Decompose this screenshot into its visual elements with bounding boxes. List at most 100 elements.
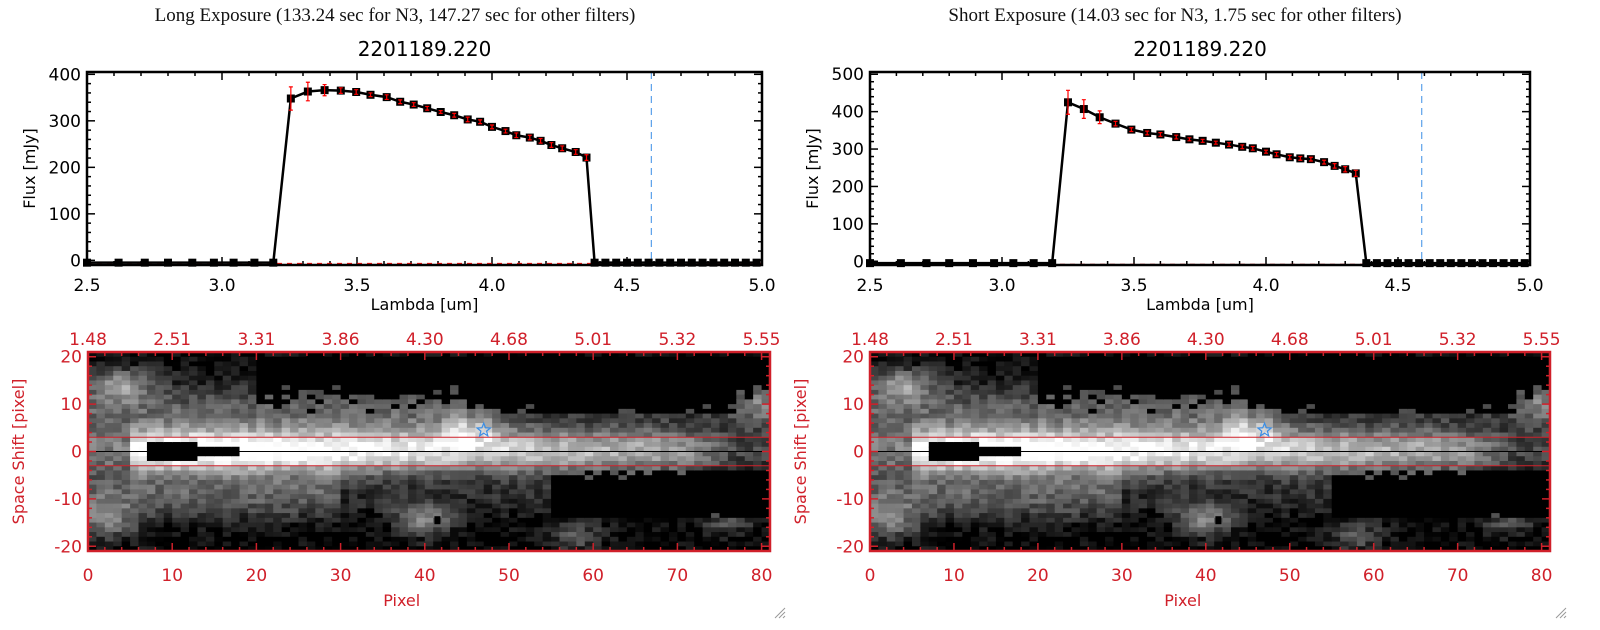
image-pixel: [895, 522, 905, 528]
image-pixel: [273, 380, 283, 386]
image-pixel: [987, 352, 997, 358]
error-bar: [1250, 145, 1255, 151]
image-pixel: [534, 352, 544, 358]
image-pixel: [281, 432, 291, 438]
image-pixel: [702, 541, 712, 547]
image-pixel: [928, 370, 938, 377]
image-pixel: [365, 498, 375, 505]
image-pixel: [878, 361, 888, 367]
image-pixel: [306, 513, 316, 519]
image-pixel: [239, 408, 249, 415]
image-pixel: [1012, 442, 1022, 448]
image-pixel: [1046, 536, 1056, 543]
image-pixel: [231, 394, 241, 400]
image-pixel: [315, 451, 325, 457]
image-pixel: [987, 532, 997, 538]
image-pixel: [1012, 494, 1022, 500]
image-pixel: [88, 394, 98, 400]
image-pixel: [584, 366, 594, 372]
image-pixel: [391, 532, 401, 538]
image-pixel: [987, 413, 997, 419]
image-pixel: [677, 460, 687, 467]
image-pixel: [920, 356, 930, 363]
image-pixel: [349, 356, 359, 363]
error-bar: [338, 87, 343, 94]
image-pixel: [130, 494, 140, 500]
image-pixel: [953, 536, 963, 543]
image-pixel: [424, 479, 434, 486]
series-line: [870, 100, 1525, 265]
image-pixel: [349, 532, 359, 538]
image-pixel: [450, 404, 460, 410]
image-pixel: [534, 423, 544, 429]
image-pixel: [374, 451, 384, 457]
image-pixel: [1021, 370, 1031, 377]
image-pixel: [1037, 475, 1047, 481]
image-pixel: [551, 484, 561, 491]
image-pixel: [1037, 522, 1047, 528]
image-pixel: [96, 423, 106, 429]
image-pixel: [1079, 370, 1089, 377]
image-pixel: [365, 541, 375, 547]
image-pixel: [146, 494, 156, 500]
image-pixel: [365, 479, 375, 486]
image-pixel: [559, 451, 569, 457]
image-pixel: [962, 352, 972, 358]
image-pixel: [895, 361, 905, 367]
image-pixel: [222, 532, 232, 538]
image-pixel: [567, 470, 577, 476]
image-pixel: [601, 546, 611, 552]
image-pixel: [374, 370, 384, 377]
image-pixel: [349, 494, 359, 500]
image-pixel: [424, 399, 434, 405]
image-pixel: [542, 437, 552, 443]
image-pixel: [1004, 352, 1014, 358]
image-pixel: [382, 460, 392, 467]
image-pixel: [525, 460, 535, 467]
image-pixel: [660, 470, 670, 476]
image-pixel: [970, 404, 980, 410]
error-bar: [1129, 127, 1134, 133]
image-pixel: [1054, 423, 1064, 429]
image-pixel: [970, 532, 980, 538]
image-pixel: [264, 446, 274, 453]
image-pixel: [180, 413, 190, 419]
image-pixel: [222, 475, 232, 481]
image-pixel: [542, 494, 552, 500]
image-pixel: [483, 380, 493, 386]
image-pixel: [214, 546, 224, 552]
image-pixel: [357, 456, 367, 462]
image-pixel: [231, 522, 241, 528]
image-pixel: [635, 418, 645, 424]
image-pixel: [450, 432, 460, 438]
image-pixel: [189, 370, 199, 377]
image-pixel: [694, 366, 704, 372]
image-pixel: [635, 442, 645, 448]
image-pixel: [121, 503, 131, 509]
image-pixel: [1071, 380, 1081, 386]
image-pixel: [694, 475, 704, 481]
image-pixel: [567, 437, 577, 443]
image-pixel: [870, 366, 879, 372]
image-pixel: [601, 404, 611, 410]
image-pixel: [903, 536, 913, 543]
image-pixel: [365, 413, 375, 419]
image-pixel: [744, 446, 754, 453]
image-pixel: [517, 370, 527, 377]
image-pixel: [584, 413, 594, 419]
image-pixel: [104, 460, 114, 467]
image-pixel: [458, 408, 468, 415]
image-pixel: [197, 413, 207, 419]
image-pixel: [525, 475, 535, 481]
image-pixel: [138, 503, 148, 509]
image-pixel: [635, 423, 645, 429]
image-pixel: [870, 423, 879, 429]
image-pixel: [357, 546, 367, 552]
image-pixel: [264, 352, 274, 358]
plot-frame: [868, 70, 1532, 267]
image-pixel: [601, 460, 611, 467]
image-pixel: [475, 352, 485, 358]
image-pixel: [953, 522, 963, 528]
image-pixel: [525, 470, 535, 476]
image-pixel: [466, 370, 476, 377]
